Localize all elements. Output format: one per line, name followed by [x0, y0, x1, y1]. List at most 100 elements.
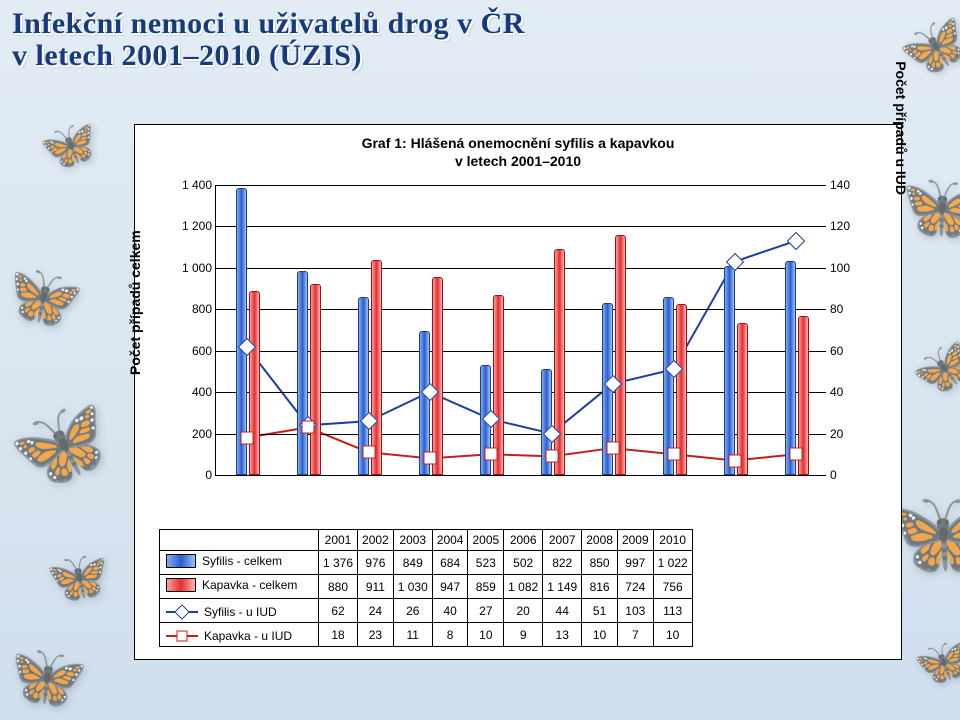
series-label: Kapavka - celkem [160, 575, 319, 599]
marker [362, 446, 375, 459]
table-cell: 20 [504, 599, 543, 623]
y-left-tick: 0 [168, 468, 212, 482]
bar-kapavka-celkem [615, 235, 626, 475]
table-cell: 1 149 [543, 575, 582, 599]
table-cell: 10 [468, 623, 504, 647]
table-cell: 756 [653, 575, 692, 599]
bar-kapavka-celkem [249, 291, 260, 475]
y-left-tick: 1 400 [168, 178, 212, 192]
table-header: 2006 [504, 530, 543, 551]
y-axis-right-label: Počet případů u IUD [893, 61, 909, 195]
table-cell: 103 [617, 599, 653, 623]
table-cell: 1 082 [504, 575, 543, 599]
table-cell: 1 376 [319, 551, 358, 575]
table-header: 2007 [543, 530, 582, 551]
marker [786, 232, 804, 250]
table-cell: 18 [319, 623, 358, 647]
table-header: 2008 [582, 530, 618, 551]
table-cell: 850 [582, 551, 618, 575]
table-header: 2010 [653, 530, 692, 551]
marker [301, 421, 314, 434]
bar-kapavka-celkem [310, 284, 321, 475]
table-cell: 849 [393, 551, 432, 575]
y-right-tick: 20 [830, 427, 862, 441]
table-cell: 8 [432, 623, 468, 647]
marker [484, 448, 497, 461]
table-cell: 880 [319, 575, 358, 599]
table-cell: 822 [543, 551, 582, 575]
table-cell: 7 [617, 623, 653, 647]
table-cell: 976 [358, 551, 394, 575]
table-header: 2004 [432, 530, 468, 551]
table-cell: 724 [617, 575, 653, 599]
bar-kapavka-celkem [554, 249, 565, 475]
table-header: 2003 [393, 530, 432, 551]
table-header: 2002 [358, 530, 394, 551]
y-right-tick: 80 [830, 302, 862, 316]
chart-container: Graf 1: Hlášená onemocnění syfilis a kap… [134, 124, 902, 660]
series-label: Syfilis - u IUD [160, 599, 319, 623]
gridline [216, 309, 826, 310]
table-cell: 816 [582, 575, 618, 599]
table-cell: 11 [393, 623, 432, 647]
table-header: 2001 [319, 530, 358, 551]
bar-kapavka-celkem [432, 277, 443, 475]
table-cell: 44 [543, 599, 582, 623]
series-label: Syfilis - celkem [160, 551, 319, 575]
table-cell: 9 [504, 623, 543, 647]
plot-area: 02004006008001 0001 2001 400020406080100… [215, 185, 826, 476]
table-cell: 10 [582, 623, 618, 647]
table-cell: 684 [432, 551, 468, 575]
table-cell: 911 [358, 575, 394, 599]
table-cell: 1 022 [653, 551, 692, 575]
y-left-tick: 1 200 [168, 219, 212, 233]
y-left-tick: 400 [168, 385, 212, 399]
table-header: 2009 [617, 530, 653, 551]
table-header: 2005 [468, 530, 504, 551]
chart-subtitle: Graf 1: Hlášená onemocnění syfilis a kap… [135, 135, 901, 170]
gridline [216, 351, 826, 352]
slide-title: Infekční nemoci u uživatelů drog v ČR v … [12, 8, 525, 73]
table-cell: 502 [504, 551, 543, 575]
bar-kapavka-celkem [371, 260, 382, 475]
table-cell: 62 [319, 599, 358, 623]
table-cell: 10 [653, 623, 692, 647]
table-cell: 23 [358, 623, 394, 647]
title-line-1: Infekční nemoci u uživatelů drog v ČR [12, 8, 525, 40]
table-cell: 13 [543, 623, 582, 647]
y-right-tick: 40 [830, 385, 862, 399]
bar-syfilis-celkem [724, 266, 735, 475]
gridline [216, 392, 826, 393]
marker [789, 448, 802, 461]
bar-syfilis-celkem [785, 261, 796, 475]
table-cell: 859 [468, 575, 504, 599]
title-line-2: v letech 2001–2010 (ÚZIS) [12, 40, 525, 72]
chart-subtitle-2: v letech 2001–2010 [455, 153, 581, 169]
y-right-tick: 140 [830, 178, 862, 192]
gridline [216, 226, 826, 227]
bar-syfilis-celkem [297, 271, 308, 475]
table-cell: 24 [358, 599, 394, 623]
bar-kapavka-celkem [737, 323, 748, 475]
chart-subtitle-1: Graf 1: Hlášená onemocnění syfilis a kap… [362, 135, 675, 151]
table-cell: 51 [582, 599, 618, 623]
y-left-tick: 200 [168, 427, 212, 441]
series-label: Kapavka - u IUD [160, 623, 319, 647]
y-left-tick: 1 000 [168, 261, 212, 275]
table-cell: 947 [432, 575, 468, 599]
y-left-tick: 800 [168, 302, 212, 316]
table-cell: 40 [432, 599, 468, 623]
table-cell: 997 [617, 551, 653, 575]
y-left-tick: 600 [168, 344, 212, 358]
table-cell: 26 [393, 599, 432, 623]
gridline [216, 185, 826, 186]
y-right-tick: 120 [830, 219, 862, 233]
table-cell: 27 [468, 599, 504, 623]
table-cell: 1 030 [393, 575, 432, 599]
data-table: 2001200220032004200520062007200820092010… [159, 529, 693, 647]
marker [728, 454, 741, 467]
y-right-tick: 0 [830, 468, 862, 482]
marker [667, 448, 680, 461]
marker [423, 452, 436, 465]
y-axis-left-label: Počet případů celkem [127, 230, 143, 375]
